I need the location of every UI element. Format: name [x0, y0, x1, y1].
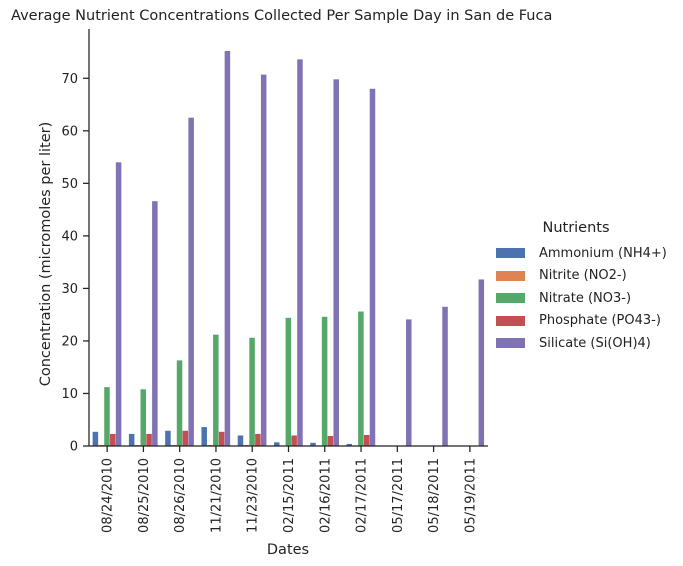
bar — [104, 387, 110, 446]
bar — [110, 433, 116, 446]
legend-swatch — [496, 315, 525, 326]
bar — [140, 389, 147, 446]
bar — [260, 74, 267, 446]
bar — [273, 442, 280, 446]
x-tick-label: 08/25/2010 — [137, 458, 152, 533]
y-tick-label: 20 — [61, 334, 78, 349]
bar — [310, 442, 316, 446]
y-tick-label: 30 — [61, 282, 78, 297]
bar — [128, 433, 135, 446]
legend-title: Nutrients — [542, 220, 610, 236]
bar — [291, 435, 297, 446]
x-tick-label: 08/26/2010 — [173, 458, 188, 533]
y-tick-label: 70 — [61, 72, 78, 87]
legend: Nutrients Ammonium (NH4+) Nitrite (NO2-) N… — [496, 220, 667, 355]
bar — [255, 433, 261, 446]
bar — [165, 430, 171, 446]
chart-title: Average Nutrient Concentrations Collecte… — [11, 8, 553, 24]
bar — [92, 431, 99, 446]
bar — [218, 431, 225, 446]
bar — [237, 435, 244, 446]
bar — [321, 316, 328, 446]
y-axis-label: Concentration (micromoles per liter) — [38, 122, 54, 387]
y-tick-label: 0 — [70, 440, 78, 455]
bars-group — [92, 50, 485, 447]
bar — [115, 162, 122, 446]
x-tick-label: 05/19/2011 — [463, 458, 478, 533]
legend-swatch — [496, 293, 525, 304]
legend-item: Silicate (Si(OH)4) — [496, 332, 667, 355]
legend-label: Ammonium (NH4+) — [539, 245, 667, 261]
y-tick-label: 40 — [61, 229, 78, 244]
legend-label: Silicate (Si(OH)4) — [539, 335, 651, 351]
legend-item: Phosphate (PO43-) — [496, 310, 667, 333]
bar — [285, 317, 292, 446]
legend-item: Ammonium (NH4+) — [496, 242, 667, 265]
legend-label: Phosphate (PO43-) — [539, 313, 661, 329]
bar — [346, 443, 353, 446]
x-tick-label: 11/23/2010 — [246, 458, 261, 533]
bar — [213, 334, 219, 446]
x-tick-label: 08/24/2010 — [101, 458, 116, 533]
legend-swatch — [496, 248, 525, 259]
bar — [369, 88, 376, 446]
x-axis-label: Dates — [267, 542, 309, 558]
bar — [146, 433, 152, 446]
bar — [478, 279, 485, 446]
bar — [188, 117, 194, 447]
y-tick-label: 50 — [61, 177, 78, 192]
bar — [201, 427, 207, 446]
axes-group: 0 10 20 30 40 50 60 70 08/24/2010 08/25/2010 08/26… — [61, 29, 488, 533]
x-tick-label: 05/18/2011 — [427, 458, 442, 533]
legend-items: Ammonium (NH4+) Nitrite (NO2-) Nitrate (NO… — [496, 242, 667, 355]
legend-item: Nitrate (NO3-) — [496, 287, 667, 310]
bar — [297, 59, 303, 447]
bar — [327, 436, 334, 446]
bar — [249, 337, 255, 446]
legend-item: Nitrite (NO2-) — [496, 265, 667, 288]
x-tick-label: 02/16/2011 — [318, 458, 333, 533]
bar — [176, 360, 183, 446]
bar — [152, 201, 158, 446]
legend-swatch — [496, 270, 525, 281]
x-tick-label: 11/21/2010 — [209, 458, 224, 533]
x-tick-label: 02/15/2011 — [282, 458, 297, 533]
legend-label: Nitrite (NO2-) — [539, 268, 627, 284]
bar — [442, 306, 448, 446]
legend-swatch — [496, 338, 525, 349]
legend-label: Nitrate (NO3-) — [539, 290, 632, 306]
x-tick-label: 02/17/2011 — [355, 458, 370, 533]
bar — [224, 50, 231, 447]
bar — [406, 319, 412, 446]
y-tick-label: 10 — [61, 387, 78, 402]
bar — [333, 79, 339, 446]
bar — [363, 434, 370, 446]
y-tick-label: 60 — [61, 124, 78, 139]
x-tick-label: 05/17/2011 — [391, 458, 406, 533]
bar — [358, 311, 364, 446]
bar — [182, 430, 189, 446]
